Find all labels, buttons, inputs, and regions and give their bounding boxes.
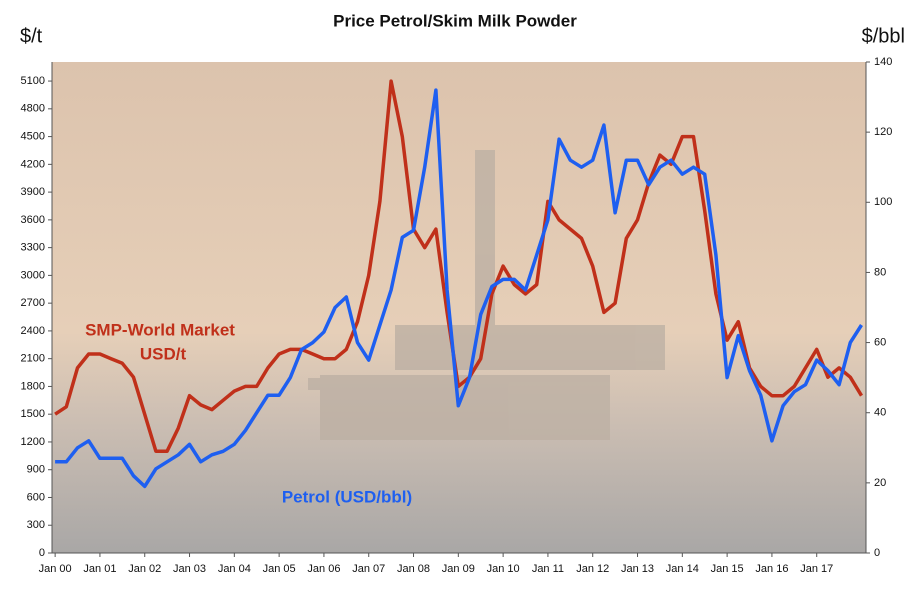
x-tick-label: Jan 17 (800, 563, 833, 575)
x-tick-label: Jan 09 (442, 563, 475, 575)
y-tick-label: 2700 (21, 297, 45, 309)
y2-tick-label: 80 (874, 266, 886, 278)
annotation: USD/t (140, 344, 187, 363)
x-tick-label: Jan 14 (666, 563, 699, 575)
y2-axis-label: $/bbl (862, 25, 905, 47)
x-tick-label: Jan 00 (39, 563, 72, 575)
y-tick-label: 4500 (21, 130, 45, 142)
x-tick-label: Jan 15 (711, 563, 744, 575)
y-tick-label: 4800 (21, 103, 45, 115)
annotation: SMP-World Market (85, 320, 235, 339)
series-line (55, 88, 863, 489)
y2-tick-label: 100 (874, 196, 892, 208)
y-tick-label: 3600 (21, 214, 45, 226)
y-tick-label: 1500 (21, 408, 45, 420)
y-tick-label: 3300 (21, 242, 45, 254)
annotation: Petrol (USD/bbl) (282, 487, 412, 506)
x-tick-label: Jan 11 (532, 563, 564, 575)
x-tick-label: Jan 04 (218, 563, 251, 575)
x-tick-label: Jan 08 (397, 563, 430, 575)
x-tick-label: Jan 12 (576, 563, 609, 575)
y2-tick-label: 120 (874, 126, 892, 138)
y2-tick-label: 0 (874, 547, 880, 559)
y-tick-label: 1200 (21, 436, 45, 448)
y-tick-label: 600 (27, 491, 45, 503)
x-tick-label: Jan 06 (307, 563, 340, 575)
y-tick-label: 300 (27, 519, 45, 531)
x-tick-label: Jan 05 (263, 563, 296, 575)
chart-title: Price Petrol/Skim Milk Powder (333, 11, 577, 30)
y-tick-label: 3000 (21, 269, 45, 281)
y-tick-label: 5100 (21, 75, 45, 87)
x-tick-label: Jan 07 (352, 563, 385, 575)
plot-background (52, 62, 866, 553)
y-tick-label: 4200 (21, 158, 45, 170)
y-tick-label: 0 (39, 547, 45, 559)
x-tick-label: Jan 01 (83, 563, 116, 575)
y-axis-label: $/t (20, 25, 43, 47)
y-tick-label: 3900 (21, 186, 45, 198)
x-tick-label: Jan 02 (128, 563, 161, 575)
x-tick-label: Jan 13 (621, 563, 654, 575)
y-tick-label: 2100 (21, 353, 45, 365)
y2-tick-label: 20 (874, 477, 886, 489)
x-tick-label: Jan 03 (173, 563, 206, 575)
x-tick-label: Jan 10 (487, 563, 520, 575)
y-tick-label: 2400 (21, 325, 45, 337)
y2-tick-label: 140 (874, 56, 892, 68)
y-tick-label: 1800 (21, 380, 45, 392)
x-tick-label: Jan 16 (755, 563, 788, 575)
series-line (54, 79, 863, 453)
y2-tick-label: 40 (874, 407, 886, 419)
y-tick-label: 900 (27, 464, 45, 476)
y2-tick-label: 60 (874, 336, 886, 348)
